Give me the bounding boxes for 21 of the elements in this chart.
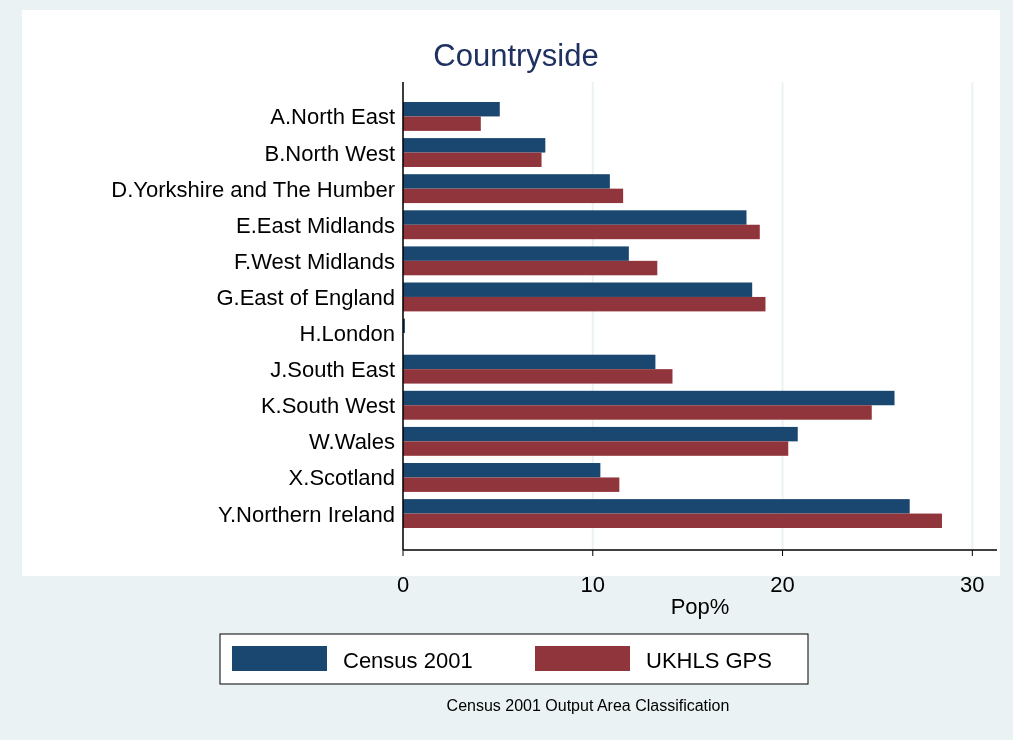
x-tick-label: 0	[396, 572, 410, 597]
y-tick-label: F.West Midlands	[234, 248, 395, 274]
y-tick-label: J.South East	[270, 357, 395, 383]
y-tick-label: E.East Midlands	[236, 212, 395, 238]
y-tick-label: Y.Northern Ireland	[218, 501, 395, 527]
y-tick-label: H.London	[299, 321, 395, 347]
y-tick-label: K.South West	[260, 393, 395, 419]
x-tick-label: 20	[770, 572, 795, 597]
x-axis-title: Pop%	[670, 594, 730, 619]
y-tick-label: A.North East	[270, 104, 395, 130]
x-tick-label: 10	[580, 572, 606, 597]
legend-label: UKHLS GPS	[646, 648, 772, 673]
y-tick-label: D.Yorkshire and The Humber	[111, 176, 395, 202]
y-tick-label: G.East of England	[216, 284, 395, 310]
y-tick-label: X.Scotland	[288, 465, 395, 491]
legend-label: Census 2001	[343, 648, 473, 673]
y-tick-label: W.Wales	[309, 429, 395, 455]
x-tick-label: 30	[960, 572, 985, 597]
text: Census 2001 Output Area Classification	[446, 697, 730, 714]
y-tick-label: B.North West	[264, 140, 395, 166]
chart-title: Countryside	[433, 38, 599, 73]
